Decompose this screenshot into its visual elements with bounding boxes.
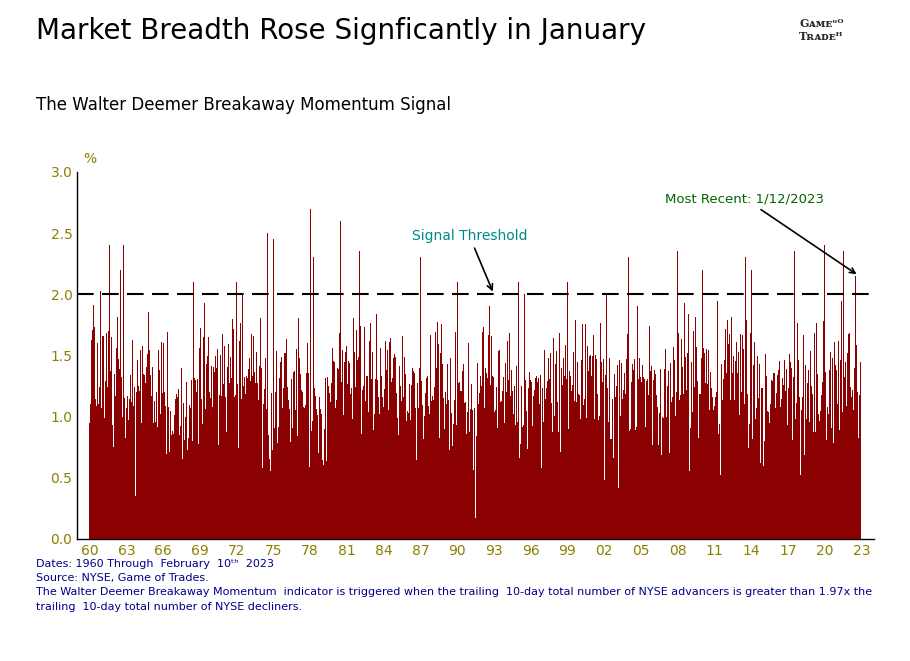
Text: Signal Threshold: Signal Threshold (411, 229, 527, 290)
Text: Dates: 1960 Through  February  10ᵗʰ  2023
Source: NYSE, Game of Trades.
The Walt: Dates: 1960 Through February 10ᵗʰ 2023 S… (36, 559, 873, 611)
Text: Gᴀᴍᴇᵒᴼ
Tʀᴀᴅᴇᴴ: Gᴀᴍᴇᵒᴼ Tʀᴀᴅᴇᴴ (799, 18, 844, 42)
Text: Market Breadth Rose Signficantly in January: Market Breadth Rose Signficantly in Janu… (36, 17, 646, 44)
Text: %: % (84, 152, 96, 166)
Text: Most Recent: 1/12/2023: Most Recent: 1/12/2023 (665, 192, 855, 273)
Text: The Walter Deemer Breakaway Momentum Signal: The Walter Deemer Breakaway Momentum Sig… (36, 96, 451, 114)
